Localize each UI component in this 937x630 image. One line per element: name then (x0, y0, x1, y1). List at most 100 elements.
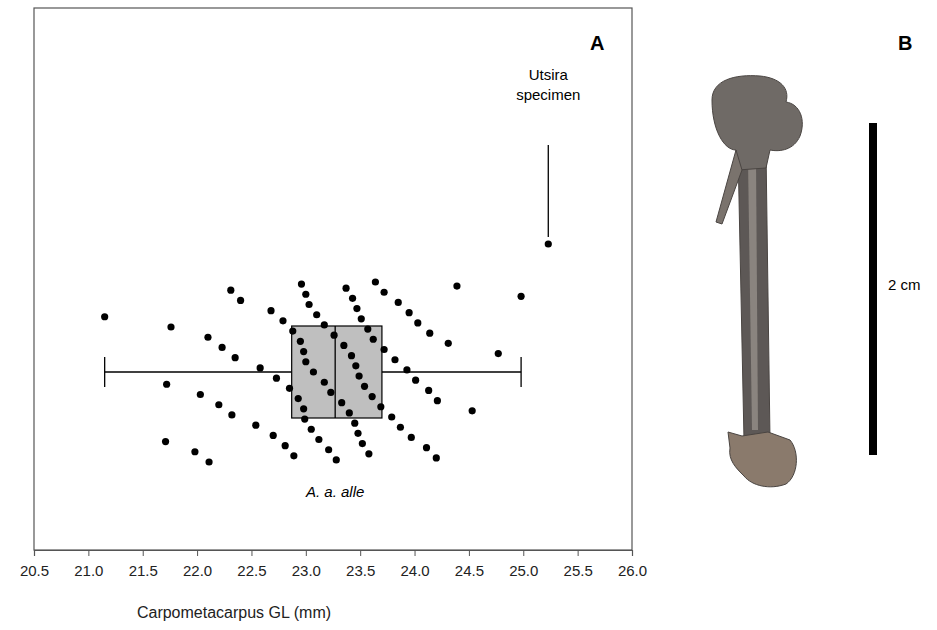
data-point (377, 403, 384, 410)
x-tick-mark (34, 550, 35, 556)
data-point (162, 438, 169, 445)
panel-letter: A (590, 32, 604, 54)
x-tick-mark (523, 550, 524, 556)
panel-letter: B (898, 32, 912, 54)
data-point (218, 344, 225, 351)
bone-drawing (712, 76, 802, 487)
x-tick-label: 21.5 (129, 562, 158, 579)
data-point (453, 282, 460, 289)
x-tick-label: 22.0 (183, 562, 212, 579)
scale-bar (869, 123, 877, 455)
data-point (273, 375, 280, 382)
scale-bar-label: 2 cm (888, 276, 921, 293)
x-tick-label: 23.0 (292, 562, 321, 579)
data-point (353, 305, 360, 312)
data-point (434, 397, 441, 404)
data-point (163, 381, 170, 388)
data-point (232, 354, 239, 361)
data-point (282, 442, 289, 449)
data-point (395, 299, 402, 306)
data-point (381, 289, 388, 296)
data-point (267, 307, 274, 314)
bone-process (716, 150, 742, 224)
data-point (237, 297, 244, 304)
data-point (340, 342, 347, 349)
x-tick: 26.0 (618, 550, 647, 579)
box (292, 326, 382, 418)
x-tick-label: 21.0 (74, 562, 103, 579)
data-point (333, 456, 340, 463)
data-point (372, 278, 379, 285)
x-tick-mark (88, 550, 89, 556)
data-point (289, 327, 296, 334)
data-point (469, 407, 476, 414)
x-tick-mark (469, 550, 470, 556)
data-point (252, 422, 259, 429)
data-point (286, 385, 293, 392)
x-tick: 23.5 (346, 550, 375, 579)
specimen-leader (548, 145, 549, 237)
x-tick: 24.0 (400, 550, 429, 579)
figure: 20.521.021.522.022.523.023.524.024.525.0… (0, 0, 937, 630)
x-tick: 20.5 (20, 550, 49, 579)
data-point (228, 411, 235, 418)
data-point (354, 430, 361, 437)
data-point (227, 287, 234, 294)
data-point (191, 448, 198, 455)
data-point (315, 436, 322, 443)
x-tick: 22.0 (183, 550, 212, 579)
data-point (325, 446, 332, 453)
x-tick-label: 24.0 (400, 562, 429, 579)
x-axis-title: Carpometacarpus GL (mm) (137, 604, 331, 621)
bone-shaft-highlight (748, 160, 758, 430)
data-point (517, 293, 524, 300)
data-point (215, 401, 222, 408)
x-tick-mark (415, 550, 416, 556)
data-point (301, 415, 308, 422)
x-tick: 23.0 (292, 550, 321, 579)
data-point (364, 325, 371, 332)
x-tick-label: 25.5 (564, 562, 593, 579)
x-tick-label: 26.0 (618, 562, 647, 579)
data-point (349, 295, 356, 302)
data-point (414, 319, 421, 326)
whisker-low (105, 371, 292, 372)
data-point (433, 454, 440, 461)
data-point (204, 334, 211, 341)
median (335, 326, 336, 418)
data-point (167, 323, 174, 330)
data-point (310, 368, 317, 375)
bone-shaft (738, 150, 770, 440)
x-tick-label: 20.5 (20, 562, 49, 579)
data-point (338, 399, 345, 406)
x-tick-label: 25.0 (509, 562, 538, 579)
data-point (352, 362, 359, 369)
whisker-cap-high (520, 357, 521, 387)
data-point (101, 313, 108, 320)
data-point (391, 356, 398, 363)
data-point (305, 301, 312, 308)
x-axis-line (35, 551, 633, 557)
data-point (327, 389, 334, 396)
data-point (365, 450, 372, 457)
data-point (369, 393, 376, 400)
data-point (270, 432, 277, 439)
x-tick-mark (143, 550, 144, 556)
data-point (302, 358, 309, 365)
data-point (388, 413, 395, 420)
x-tick: 21.5 (129, 550, 158, 579)
x-tick-label: 22.5 (237, 562, 266, 579)
data-point (300, 348, 307, 355)
data-point (381, 346, 388, 353)
x-tick-mark (360, 550, 361, 556)
x-tick-mark (197, 550, 198, 556)
data-point (408, 434, 415, 441)
x-tick: 25.5 (564, 550, 593, 579)
whisker-cap-low (104, 357, 105, 387)
data-point (406, 309, 413, 316)
x-tick: 25.0 (509, 550, 538, 579)
data-point (397, 424, 404, 431)
x-tick: 22.5 (237, 550, 266, 579)
data-point (355, 372, 362, 379)
x-tick-mark (306, 550, 307, 556)
